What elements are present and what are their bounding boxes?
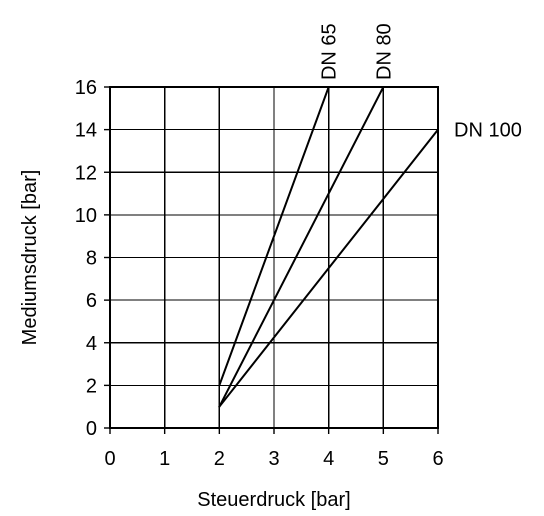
series-line-dn-65 [218,86,330,387]
x-tick-label: 4 [323,448,334,470]
y-tick-label: 2 [86,375,97,397]
y-tick-label: 0 [86,418,97,440]
series-line-dn-100 [218,128,439,408]
series-lines [218,86,439,408]
x-tick-label: 0 [104,448,115,470]
x-tick-label: 1 [159,448,170,470]
x-tick-label: 6 [432,448,443,470]
y-tick-label: 4 [86,333,97,355]
y-tick-label: 16 [75,77,97,99]
y-tick-label: 12 [75,162,97,184]
x-axis-title: Steuerdruck [bar] [197,489,350,511]
grid [110,87,438,428]
x-tick-label: 5 [378,448,389,470]
x-tick-label: 2 [214,448,225,470]
series-label-dn-100: DN 100 [454,120,522,142]
y-tick-label: 6 [86,290,97,312]
y-axis-title: Mediumsdruck [bar] [19,170,41,346]
series-label-dn-65: DN 65 [319,23,341,80]
series-labels: DN 65 DN 80 DN 100 [319,23,522,141]
series-label-dn-80: DN 80 [373,23,395,80]
y-tick-label: 8 [86,248,97,270]
y-tick-label: 14 [75,120,97,142]
series-line-dn-80 [218,86,385,408]
y-tick-label: 10 [75,205,97,227]
x-tick-label: 3 [268,448,279,470]
